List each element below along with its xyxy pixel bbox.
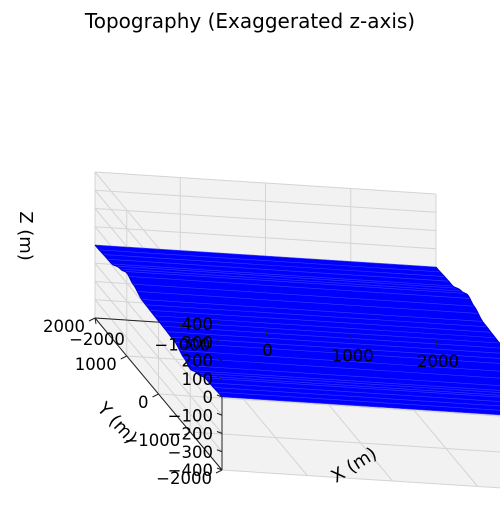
surface-mesh-line	[150, 309, 492, 333]
surface-mesh-line	[183, 357, 500, 379]
surface-mesh-line	[175, 342, 500, 364]
x-tick-mark	[179, 323, 182, 330]
surface-mesh-line	[116, 265, 458, 289]
grid-line-z-left	[94, 281, 223, 434]
grid-line-z-left	[94, 262, 223, 416]
surface-mesh-line	[145, 304, 487, 328]
chart-title: Topography (Exaggerated z-axis)	[84, 9, 415, 33]
grid-line-z-back	[94, 189, 437, 213]
y-tick-mark	[88, 317, 96, 322]
z-tick-label: −400	[168, 461, 213, 480]
y-tick-label: −2000	[156, 469, 212, 488]
grid-line-z-back	[94, 226, 437, 250]
surface-mesh-line	[217, 391, 500, 411]
surface-mesh-line	[99, 249, 441, 273]
x-tick-mark	[94, 317, 97, 325]
z-tick-label: 200	[182, 352, 214, 371]
surface-mesh-line	[107, 258, 449, 282]
surface-mesh-line	[213, 387, 500, 407]
z-tick-mark	[216, 412, 223, 416]
surface-edge-back	[94, 244, 223, 398]
z-tick-label: −200	[168, 425, 213, 444]
grid-line-y-floor	[190, 431, 500, 453]
grid-line-y-floor	[221, 469, 500, 489]
grid-line-z-left	[94, 299, 223, 453]
surface-mesh-line	[137, 291, 479, 314]
surface-mesh-line	[196, 372, 500, 393]
grid-line-z-back	[94, 208, 437, 231]
z-tick-mark	[216, 321, 223, 325]
surface-mesh-line	[179, 350, 500, 372]
z-tick-label: 0	[203, 388, 214, 407]
x-tick-label: 0	[262, 341, 273, 360]
surface-mesh-line	[192, 370, 500, 391]
x-tick-mark	[265, 328, 267, 336]
x-tick-mark	[350, 334, 353, 341]
surface-mesh-line	[162, 325, 500, 349]
z-tick-label: −300	[168, 443, 213, 462]
z-tick-label: 100	[182, 370, 214, 389]
z-tick-mark	[216, 339, 223, 343]
surface-mesh-line	[133, 283, 475, 307]
surface-mesh-line	[103, 254, 445, 277]
z-tick-mark	[216, 449, 223, 453]
surface-mesh-line	[124, 271, 466, 294]
surface-mesh-line	[166, 331, 500, 354]
surface-mesh-line	[120, 268, 462, 292]
surface-mesh-line	[209, 382, 500, 402]
y-tick-label: −1000	[124, 431, 180, 450]
y-tick-label: 0	[138, 393, 149, 412]
z-tick-label: 300	[182, 333, 214, 352]
y-axis-label: Y (m)	[92, 398, 141, 448]
surface-mesh-line	[221, 396, 500, 416]
x-tick-label: −2000	[69, 330, 125, 349]
z-tick-label: −100	[168, 406, 213, 425]
x-tick-mark	[435, 339, 438, 347]
surface-mesh-line	[94, 244, 437, 268]
z-tick-mark	[216, 376, 223, 380]
y-tick-mark	[184, 431, 191, 436]
x-tick-label: −1000	[154, 336, 210, 355]
z-axis-label: Z (m)	[15, 211, 36, 261]
z-tick-mark	[216, 358, 223, 361]
y-tick-mark	[120, 355, 127, 360]
surface-mesh-line	[111, 263, 453, 287]
z-tick-label: 400	[182, 315, 214, 334]
surface-mesh-line	[171, 336, 500, 359]
grid-line-y-floor	[158, 393, 500, 417]
surface-mesh-line	[128, 276, 470, 299]
z-tick-mark	[216, 467, 223, 471]
surface-mesh-line	[158, 320, 500, 344]
surface-mesh-line	[205, 377, 500, 398]
x-tick-label: 2000	[417, 352, 459, 371]
y-tick-mark	[152, 393, 159, 398]
surface-mesh-line	[200, 375, 500, 396]
surface-mesh-line	[188, 365, 500, 386]
tick-labels: −400−300−200−1000100200300400−2000−10000…	[43, 315, 459, 488]
grid-line-z-back	[94, 171, 437, 195]
x-tick-label: 1000	[332, 347, 374, 366]
surface-mesh-line	[141, 299, 483, 322]
y-tick-label: 2000	[43, 317, 85, 336]
surface-plot	[94, 244, 500, 416]
surface-mesh-line	[154, 315, 496, 339]
z-tick-mark	[216, 431, 223, 434]
y-tick-label: 1000	[75, 355, 117, 374]
y-tick-mark	[215, 469, 223, 474]
z-tick-mark	[216, 394, 223, 398]
